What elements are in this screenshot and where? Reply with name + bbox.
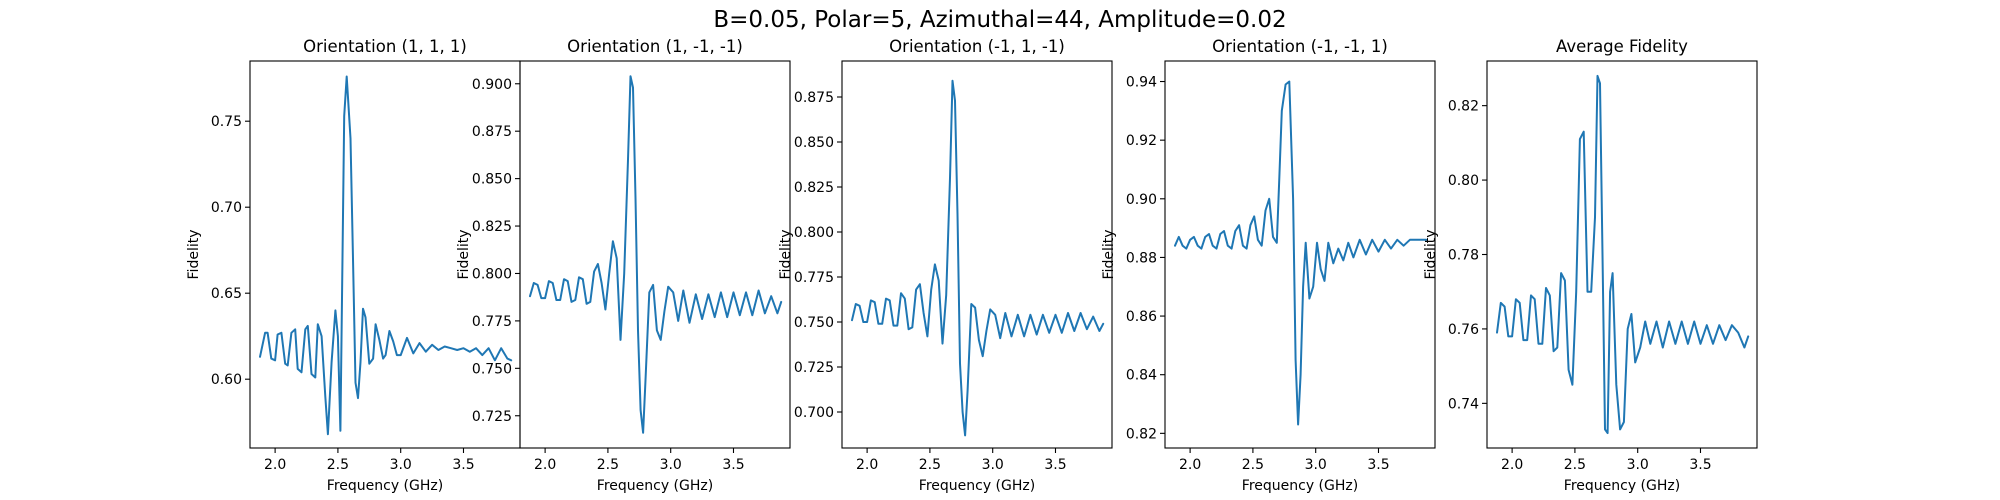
y-tick-label: 0.850	[794, 135, 834, 151]
x-axis-label: Frequency (GHz)	[327, 478, 443, 494]
fidelity-line-series	[259, 75, 513, 436]
y-tick-label: 0.78	[1448, 248, 1479, 264]
fidelity-line-series	[851, 79, 1105, 437]
x-tick-label: 3.5	[452, 457, 474, 473]
axes-frame	[519, 60, 791, 449]
x-tick-label: 2.0	[264, 457, 286, 473]
x-tick-label: 2.5	[919, 457, 941, 473]
axes-frame	[841, 60, 1113, 449]
y-axis-label: Fidelity	[778, 230, 794, 280]
y-tick-label: 0.775	[794, 270, 834, 286]
axes-frame	[1486, 60, 1758, 449]
axes-frame	[249, 60, 521, 449]
x-tick-label: 2.0	[1501, 457, 1523, 473]
y-tick-label: 0.82	[1126, 426, 1157, 442]
x-tick-label: 3.0	[390, 457, 412, 473]
y-tick-label: 0.84	[1126, 368, 1157, 384]
subplot-title: Orientation (-1, 1, -1)	[889, 37, 1065, 56]
y-tick-label: 0.80	[1448, 173, 1479, 189]
subplot-title: Average Fidelity	[1556, 37, 1688, 56]
subplot-grid: Orientation (1, 1, 1) 2.0 2.5 3.0 3.5 0.60 0.6…	[186, 37, 1758, 494]
x-tick-label: 2.5	[1242, 457, 1264, 473]
y-tick-label: 0.900	[472, 77, 512, 93]
y-tick-label: 0.86	[1126, 309, 1157, 325]
y-tick-label: 0.65	[211, 286, 242, 302]
x-tick-label: 3.0	[1305, 457, 1327, 473]
y-tick-label: 0.700	[794, 405, 834, 421]
x-tick-label: 3.5	[1044, 457, 1066, 473]
y-tick-label: 0.75	[211, 114, 242, 130]
subplot-5: Average Fidelity 2.0 2.5 3.0 3.5 0.74 0.76 0.78…	[1423, 37, 1758, 494]
y-axis-label: Fidelity	[456, 230, 472, 280]
y-tick-label: 0.750	[794, 315, 834, 331]
x-tick-label: 2.5	[1564, 457, 1586, 473]
y-axis-label: Fidelity	[1101, 230, 1117, 280]
x-tick-label: 3.0	[982, 457, 1004, 473]
x-tick-label: 2.0	[534, 457, 556, 473]
subplot-title: Orientation (1, -1, -1)	[567, 37, 743, 56]
y-tick-label: 0.750	[472, 361, 512, 377]
x-axis-label: Frequency (GHz)	[1564, 478, 1680, 494]
subplot-2: Orientation (1, -1, -1) 2.0 2.5 3.0 3.5 0.725…	[456, 37, 791, 494]
y-tick-label: 0.850	[472, 172, 512, 188]
fidelity-line-series	[1174, 80, 1428, 426]
y-tick-label: 0.800	[472, 266, 512, 282]
x-tick-label: 3.5	[1367, 457, 1389, 473]
y-tick-label: 0.88	[1126, 250, 1157, 266]
y-tick-label: 0.725	[794, 360, 834, 376]
axes-frame	[1164, 60, 1436, 449]
figure-title: B=0.05, Polar=5, Azimuthal=44, Amplitude…	[713, 7, 1286, 33]
y-axis-label: Fidelity	[1423, 230, 1439, 280]
y-tick-label: 0.74	[1448, 396, 1479, 412]
subplot-3: Orientation (-1, 1, -1) 2.0 2.5 3.0 3.5 0.700…	[778, 37, 1113, 494]
x-axis-label: Frequency (GHz)	[597, 478, 713, 494]
y-tick-label: 0.775	[472, 314, 512, 330]
x-tick-label: 2.5	[327, 457, 349, 473]
subplot-title: Orientation (-1, -1, 1)	[1212, 37, 1388, 56]
x-tick-label: 2.0	[856, 457, 878, 473]
y-tick-label: 0.875	[794, 90, 834, 106]
x-tick-label: 3.0	[660, 457, 682, 473]
y-tick-label: 0.94	[1126, 75, 1157, 91]
y-tick-label: 0.800	[794, 225, 834, 241]
x-axis-label: Frequency (GHz)	[1242, 478, 1358, 494]
y-tick-label: 0.825	[472, 219, 512, 235]
y-tick-label: 0.82	[1448, 99, 1479, 115]
subplot-1: Orientation (1, 1, 1) 2.0 2.5 3.0 3.5 0.60 0.6…	[186, 37, 521, 494]
y-tick-label: 0.825	[794, 180, 834, 196]
y-tick-label: 0.70	[211, 200, 242, 216]
x-axis-label: Frequency (GHz)	[919, 478, 1035, 494]
y-tick-label: 0.90	[1126, 192, 1157, 208]
x-tick-label: 2.5	[597, 457, 619, 473]
y-axis-label: Fidelity	[186, 230, 202, 280]
fidelity-line-series	[529, 75, 783, 434]
subplot-4: Orientation (-1, -1, 1) 2.0 2.5 3.0 3.5 0.82 0…	[1101, 37, 1436, 494]
y-tick-label: 0.76	[1448, 322, 1479, 338]
y-tick-label: 0.60	[211, 372, 242, 388]
x-tick-label: 3.0	[1627, 457, 1649, 473]
x-tick-label: 3.5	[722, 457, 744, 473]
y-tick-label: 0.92	[1126, 133, 1157, 149]
y-tick-label: 0.725	[472, 409, 512, 425]
x-tick-label: 2.0	[1179, 457, 1201, 473]
x-tick-label: 3.5	[1689, 457, 1711, 473]
subplot-title: Orientation (1, 1, 1)	[303, 37, 467, 56]
fidelity-line-series	[1496, 74, 1750, 435]
y-tick-label: 0.875	[472, 124, 512, 140]
